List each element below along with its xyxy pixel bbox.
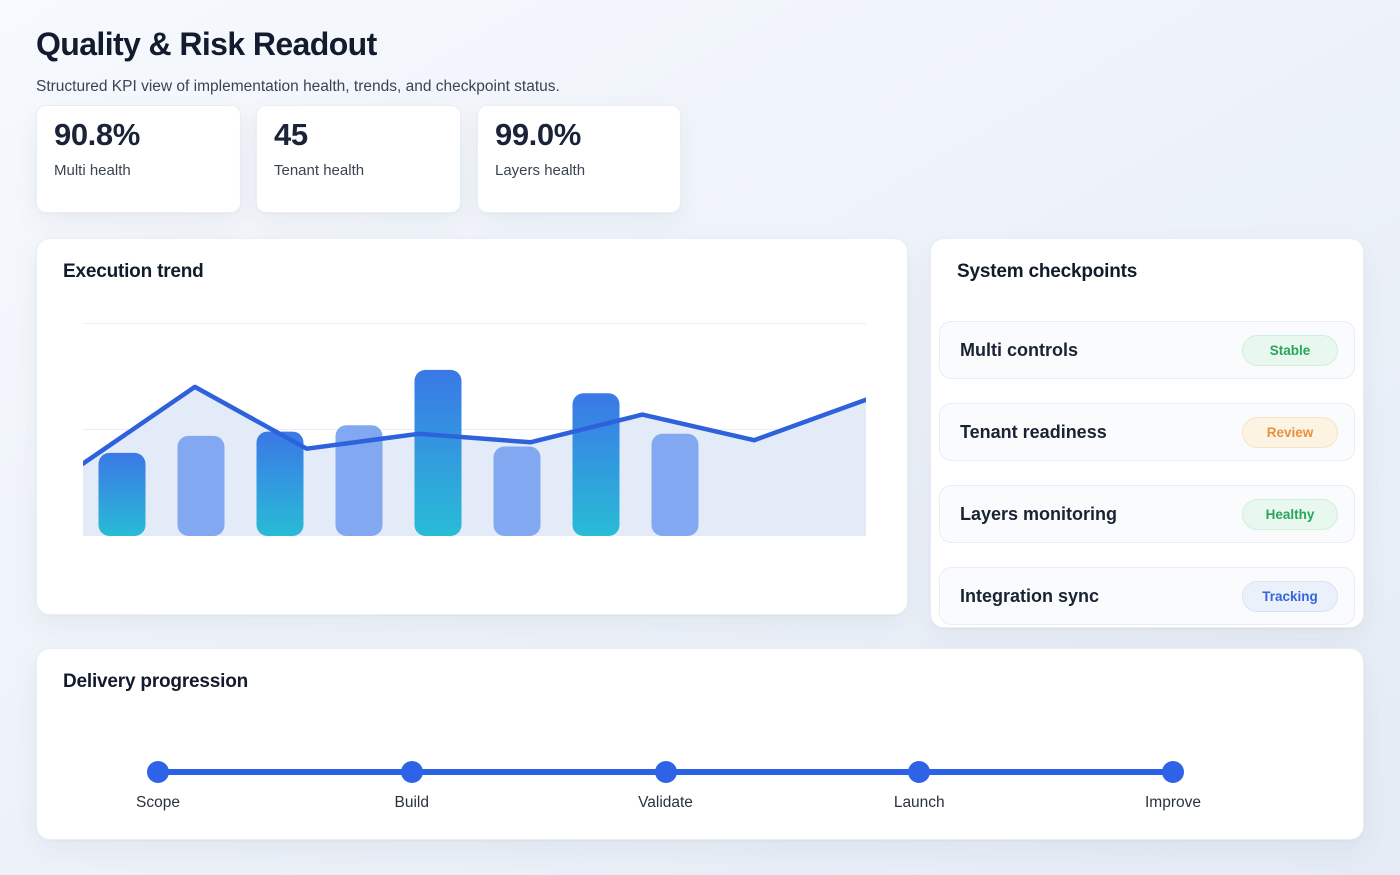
kpi-value: 99.0% [495, 117, 581, 152]
page-title: Quality & Risk Readout [36, 26, 377, 62]
page-subtitle: Structured KPI view of implementation he… [36, 78, 560, 95]
execution-trend-title: Execution trend [63, 261, 204, 282]
execution-trend-chart [83, 323, 866, 536]
delivery-timeline: Scope Build Validate Launch Improve [37, 649, 1363, 839]
kpi-label: Multi health [54, 162, 131, 179]
delivery-progression-card: Delivery progression Scope Build Validate L… [36, 648, 1364, 840]
trend-bar [493, 446, 541, 536]
milestone-label: Scope [136, 794, 180, 811]
milestone-label: Launch [893, 794, 945, 811]
milestone-label: Improve [1145, 794, 1201, 811]
milestone-label: Build [394, 794, 429, 811]
kpi-card-tenant-health: 45 Tenant health [256, 105, 461, 213]
milestone-label: Validate [638, 794, 693, 811]
delivery-progression-title: Delivery progression [63, 671, 249, 692]
milestone-dot-validate [654, 761, 677, 783]
milestone-dot-improve [1162, 761, 1184, 783]
checkpoint-label: Multi controls [960, 339, 1078, 360]
kpi-label: Layers health [495, 162, 586, 179]
trend-bar [98, 452, 146, 536]
status-badge: Tracking [1242, 580, 1338, 612]
kpi-label: Tenant health [274, 162, 365, 179]
execution-trend-card: Execution trend [36, 238, 908, 615]
checkpoint-label: Integration sync [960, 585, 1100, 606]
trend-bar [651, 433, 699, 536]
kpi-value: 45 [274, 117, 308, 152]
kpi-card-multi-health: 90.8% Multi health [36, 105, 241, 213]
trend-bar [414, 369, 462, 536]
checkpoint-label: Layers monitoring [960, 503, 1118, 524]
status-badge: Healthy [1242, 498, 1338, 530]
trend-bar [177, 435, 225, 536]
kpi-card-layers-health: 99.0% Layers health [477, 105, 681, 213]
status-badge: Review [1242, 416, 1338, 448]
trend-line [83, 384, 866, 466]
checkpoint-row-multi-controls[interactable]: Multi controls Stable [939, 321, 1355, 379]
checkpoint-row-integration-sync[interactable]: Integration sync Tracking [939, 567, 1355, 625]
status-badge: Stable [1242, 334, 1338, 366]
trend-bar [335, 425, 383, 536]
trend-bar [572, 393, 620, 536]
system-checkpoints-title: System checkpoints [957, 261, 1138, 282]
checkpoint-label: Tenant readiness [960, 421, 1107, 442]
trend-bar [256, 431, 304, 536]
milestone-dot-scope [147, 761, 169, 783]
checkpoint-row-tenant-readiness[interactable]: Tenant readiness Review [939, 403, 1355, 461]
milestone-dot-launch [908, 761, 931, 783]
milestone-dot-build [400, 761, 423, 783]
kpi-value: 90.8% [54, 117, 140, 152]
checkpoint-row-layers-monitoring[interactable]: Layers monitoring Healthy [939, 485, 1355, 543]
system-checkpoints-card: System checkpoints Multi controls Stable… [930, 238, 1364, 628]
